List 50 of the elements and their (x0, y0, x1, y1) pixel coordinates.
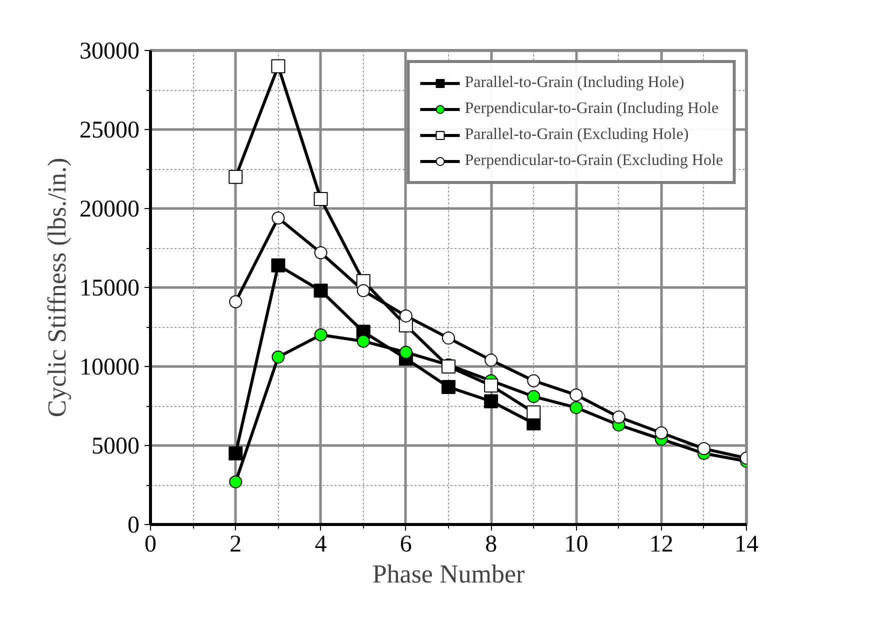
point (228, 170, 243, 184)
y-tick-label: 10000 (80, 354, 140, 380)
point (442, 332, 455, 345)
point (612, 410, 626, 424)
point (314, 192, 328, 206)
point (271, 258, 286, 272)
point (442, 380, 456, 394)
point (272, 211, 285, 224)
point (314, 328, 328, 342)
point (228, 446, 243, 460)
legend-label: Perpendicular-to-Grain (Excluding Hole (464, 152, 723, 170)
y-axis-title: Cyclic Stiffness (lbs./in.) (42, 158, 72, 418)
point (484, 394, 498, 408)
point (356, 284, 370, 298)
point (484, 378, 498, 392)
legend-label: Perpendicular-to-Grain (Including Hole (464, 100, 719, 118)
point (272, 350, 285, 364)
x-tick-label: 4 (314, 532, 327, 558)
x-tick-label: 0 (144, 532, 156, 558)
x-tick-label: 6 (400, 532, 412, 558)
y-tick-label: 20000 (80, 196, 140, 222)
y-tick-label: 15000 (80, 276, 140, 302)
point (527, 374, 540, 388)
point (399, 346, 412, 359)
y-tick-label: 25000 (80, 118, 140, 144)
x-tick-label: 2 (230, 532, 242, 558)
legend-label: Parallel-to-Grain (Excluding Hole) (464, 126, 689, 144)
point (484, 354, 498, 367)
legend-label: Parallel-to-Grain (Including Hole) (464, 74, 684, 92)
y-tick-label: 5000 (92, 434, 140, 460)
x-axis-title: Phase Number (372, 560, 526, 588)
point (356, 334, 370, 348)
point (314, 246, 328, 260)
point (314, 284, 328, 298)
point (229, 475, 242, 488)
point (697, 442, 710, 456)
point (526, 405, 541, 420)
y-tick-label: 0 (128, 512, 140, 538)
point (399, 309, 412, 322)
point (654, 426, 668, 440)
x-tick-label: 14 (734, 532, 758, 558)
x-tick-label: 12 (649, 532, 674, 558)
x-tick-label: 10 (564, 532, 588, 558)
x-tick-label: 8 (485, 532, 498, 558)
point (527, 390, 540, 404)
point (570, 401, 583, 414)
y-tick-label: 30000 (80, 38, 140, 64)
point (271, 59, 286, 74)
point (570, 388, 583, 402)
point (229, 295, 242, 308)
